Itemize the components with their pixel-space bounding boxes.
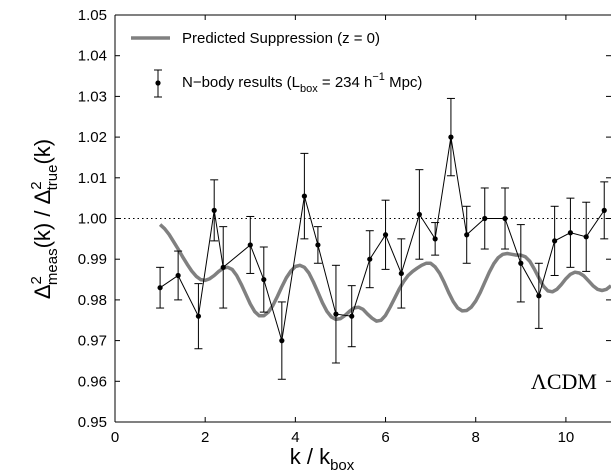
y-axis-label: Δ2meas(k) / Δ2true(k) bbox=[28, 139, 61, 299]
nbody-point bbox=[536, 293, 542, 299]
nbody-point bbox=[157, 285, 163, 291]
nbody-point bbox=[398, 270, 404, 277]
x-tick-label: 6 bbox=[381, 429, 389, 446]
nbody-point bbox=[315, 242, 321, 248]
nbody-point bbox=[333, 311, 339, 317]
y-tick-label: 0.95 bbox=[78, 414, 107, 431]
y-tick-label: 0.96 bbox=[78, 373, 107, 390]
x-tick-label: 4 bbox=[291, 429, 299, 446]
nbody-point bbox=[432, 236, 438, 242]
nbody-point bbox=[518, 260, 524, 266]
y-tick-label: 1.03 bbox=[78, 88, 107, 105]
nbody-point bbox=[583, 234, 589, 240]
y-tick-label: 0.99 bbox=[78, 251, 107, 268]
x-tick-label: 10 bbox=[558, 429, 575, 446]
legend-swatch-point bbox=[155, 80, 161, 86]
nbody-point bbox=[301, 193, 307, 199]
x-tick-label: 0 bbox=[111, 429, 119, 446]
y-tick-label: 1.00 bbox=[78, 211, 107, 228]
nbody-point bbox=[211, 207, 217, 213]
x-tick-label: 2 bbox=[201, 429, 209, 446]
nbody-point bbox=[502, 215, 508, 222]
nbody-point bbox=[261, 276, 267, 283]
nbody-point bbox=[195, 313, 202, 319]
legend-label-theory: Predicted Suppression (z = 0) bbox=[182, 30, 380, 47]
nbody-point bbox=[448, 134, 454, 140]
nbody-point bbox=[367, 256, 373, 262]
y-tick-label: 1.04 bbox=[78, 48, 107, 65]
y-tick-label: 0.98 bbox=[78, 292, 107, 309]
nbody-point bbox=[247, 242, 253, 248]
y-tick-label: 0.97 bbox=[78, 333, 107, 350]
nbody-line bbox=[159, 137, 605, 341]
y-tick-label: 1.02 bbox=[78, 129, 107, 146]
nbody-point bbox=[601, 207, 607, 213]
predicted-suppression-line bbox=[158, 223, 611, 323]
nbody-point bbox=[175, 272, 181, 279]
lcdm-annotation: ΛCDM bbox=[531, 369, 597, 394]
nbody-point bbox=[349, 313, 355, 319]
nbody-point bbox=[416, 211, 422, 218]
legend-label-nbody: N−body results (Lbox = 234 h−1 Mpc) bbox=[182, 71, 422, 95]
x-tick-label: 8 bbox=[472, 429, 480, 446]
nbody-point bbox=[567, 230, 574, 236]
nbody-point bbox=[220, 264, 226, 270]
nbody-point bbox=[382, 232, 389, 238]
nbody-point bbox=[482, 215, 488, 222]
nbody-point bbox=[279, 338, 285, 344]
nbody-point bbox=[464, 232, 470, 238]
nbody-point bbox=[552, 238, 558, 244]
y-tick-label: 1.01 bbox=[78, 170, 107, 187]
y-tick-label: 1.05 bbox=[78, 7, 107, 24]
x-axis-label: k / kbox bbox=[290, 444, 355, 474]
